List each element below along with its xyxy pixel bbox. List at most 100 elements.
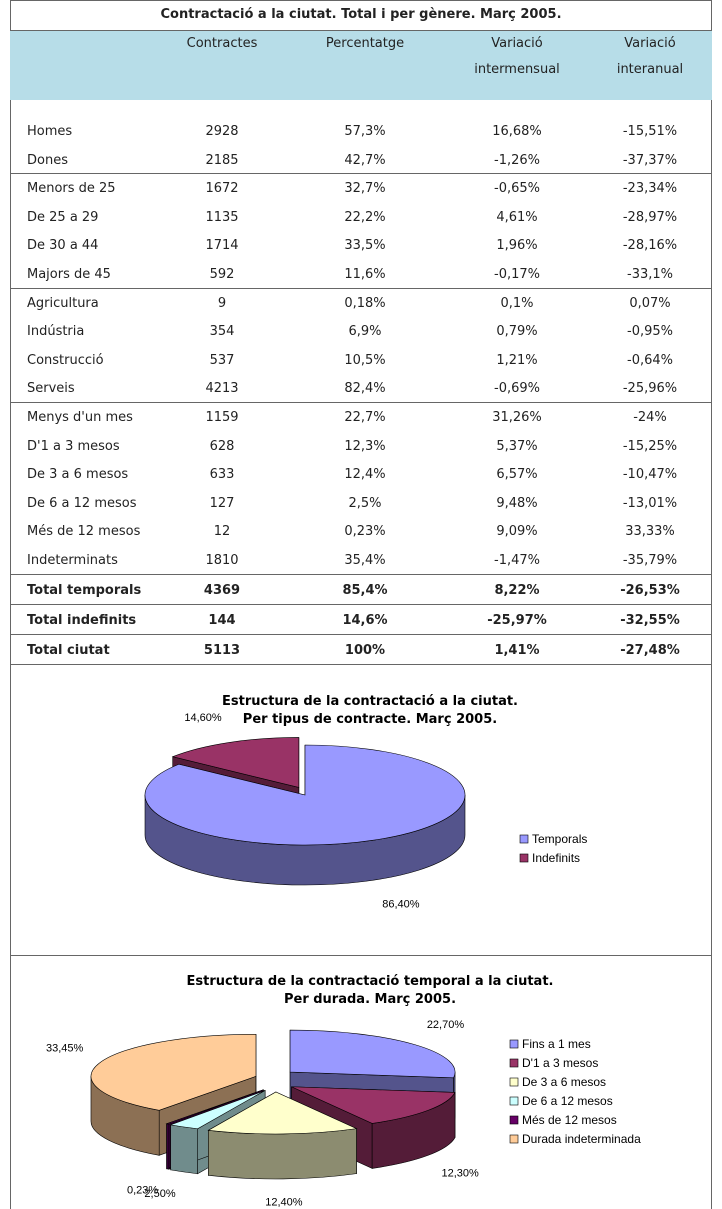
slice-top	[169, 1090, 266, 1130]
slice-side	[166, 1123, 170, 1170]
cell: 9	[217, 295, 227, 311]
row-label: Total ciutat	[27, 642, 110, 658]
cell: 14,6%	[342, 612, 388, 628]
cell: 1,96%	[496, 238, 538, 254]
cell: 144	[208, 612, 236, 628]
row-label: Serveis	[27, 381, 75, 397]
cell: -0,65%	[494, 181, 540, 197]
cell: 12	[213, 524, 231, 540]
chart-title: Per tipus de contracte. Març 2005.	[243, 712, 497, 727]
legend-swatch	[509, 1058, 519, 1068]
slice-top	[207, 1091, 358, 1135]
cell: 22,7%	[344, 410, 386, 425]
cell: -37,37%	[622, 152, 678, 168]
row-label: De 30 a 44	[27, 238, 99, 254]
legend-swatch	[509, 1039, 519, 1049]
row-label: Total temporals	[27, 582, 142, 598]
cell: -0,95%	[627, 324, 673, 340]
slice-label: 12,40%	[265, 1197, 303, 1209]
cell: 2,5%	[348, 495, 382, 511]
cell: 33,33%	[625, 524, 675, 540]
cell: 57,3%	[344, 124, 386, 139]
cell: -15,25%	[622, 438, 678, 454]
cell: -0,17%	[494, 267, 540, 282]
cell: 42,7%	[344, 152, 386, 168]
cell: 82,4%	[344, 381, 386, 397]
chart-title: Estructura de la contractació a la ciuta…	[222, 694, 518, 709]
column-header: interanual	[616, 62, 684, 77]
cell: 0,18%	[344, 295, 386, 311]
cell: 1,41%	[494, 642, 540, 658]
slice-top	[291, 1086, 456, 1124]
pie-slice	[207, 1091, 358, 1180]
cell: 31,26%	[492, 410, 542, 425]
cell: -0,69%	[494, 381, 540, 397]
row-label: De 6 a 12 mesos	[27, 495, 137, 511]
row-label: Majors de 45	[27, 267, 111, 282]
legend-label: De 6 a 12 mesos	[522, 1094, 613, 1108]
cell: 32,7%	[344, 181, 386, 197]
cell: 1159	[205, 410, 239, 425]
cell: -27,48%	[620, 642, 680, 658]
slice-label: 86,40%	[382, 898, 420, 910]
cell: 4213	[205, 381, 239, 397]
slice-top	[90, 1033, 257, 1111]
cell: 9,09%	[496, 524, 538, 540]
cell: 8,22%	[494, 582, 540, 598]
legend-label: Temporals	[532, 832, 587, 846]
cell: 35,4%	[344, 553, 386, 568]
cell: -15,51%	[622, 124, 678, 139]
legend-swatch	[509, 1096, 519, 1106]
slice-label: 14,60%	[184, 712, 222, 724]
cell: -28,97%	[622, 209, 678, 225]
cell: 10,5%	[344, 352, 386, 368]
cell: 633	[209, 467, 235, 483]
slice-label: 2,50%	[144, 1188, 175, 1200]
cell: -25,96%	[622, 381, 678, 397]
cell: 1810	[205, 553, 239, 568]
chart-title: Estructura de la contractació temporal a…	[187, 974, 554, 989]
slice-top	[144, 744, 466, 846]
row-label: Menors de 25	[27, 181, 116, 197]
cell: -32,55%	[620, 612, 680, 628]
cell: 85,4%	[342, 582, 388, 598]
cell: 5113	[203, 642, 241, 658]
table-title: Contractació a la ciutat. Total i per gè…	[160, 7, 562, 22]
legend-label: D'1 a 3 mesos	[522, 1056, 598, 1070]
header-band	[10, 30, 712, 100]
slice-label: 12,30%	[442, 1167, 480, 1179]
rule	[10, 955, 712, 956]
cell: 12,4%	[344, 467, 386, 483]
cell: 4369	[203, 582, 241, 598]
slice-side	[170, 1124, 198, 1175]
cell: 1,21%	[496, 352, 538, 368]
cell: 12,3%	[344, 438, 386, 454]
cell: 22,2%	[344, 209, 386, 225]
cell: 5,37%	[496, 438, 538, 454]
legend-label: Indefinits	[532, 851, 580, 865]
cell: 33,5%	[344, 238, 386, 254]
row-label: Construcció	[27, 352, 104, 368]
cell: -13,01%	[622, 495, 678, 511]
cell: 4,61%	[496, 209, 538, 225]
rule	[10, 574, 712, 575]
cell: -24%	[633, 410, 667, 425]
legend-swatch	[509, 1115, 519, 1125]
slice-top	[165, 1089, 264, 1125]
slice-label: 0,23%	[127, 1184, 158, 1196]
cell: -28,16%	[622, 238, 678, 254]
column-header: Contractes	[186, 36, 258, 51]
cell: 127	[209, 495, 235, 511]
row-label: Total indefinits	[27, 612, 137, 628]
chart-title: Per durada. Març 2005.	[284, 992, 456, 1007]
cell: -26,53%	[620, 582, 680, 598]
cell: -0,64%	[627, 352, 673, 368]
cell: 6,57%	[496, 467, 538, 483]
cell: 537	[209, 352, 235, 368]
cell: 2185	[205, 152, 239, 168]
pie-slice	[144, 744, 466, 886]
cell: -1,26%	[494, 152, 540, 168]
row-label: Homes	[27, 124, 73, 139]
legend-label: Més de 12 mesos	[522, 1113, 617, 1127]
